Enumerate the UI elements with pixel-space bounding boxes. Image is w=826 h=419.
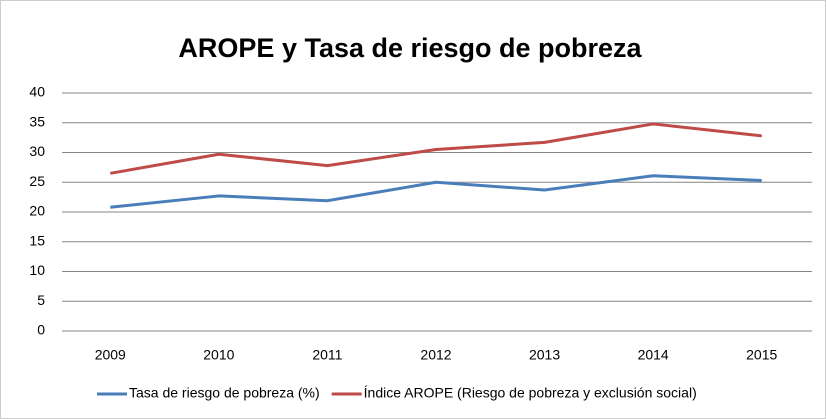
x-tick-label: 2014 xyxy=(638,347,669,363)
x-tick-label: 2010 xyxy=(203,347,234,363)
x-tick-label: 2011 xyxy=(312,347,342,363)
y-tick-label: 20 xyxy=(29,203,45,219)
series-line xyxy=(110,122,762,175)
y-tick-label: 30 xyxy=(29,143,45,159)
x-tick-label: 2015 xyxy=(746,347,777,363)
x-tick-label: 2009 xyxy=(95,347,126,363)
y-tick-label: 40 xyxy=(29,84,45,100)
y-tick-label: 5 xyxy=(37,292,45,308)
x-tick-label: 2012 xyxy=(420,347,451,363)
y-tick-label: 10 xyxy=(29,262,45,278)
y-tick-label: 15 xyxy=(29,232,45,248)
y-tick-label: 0 xyxy=(37,322,45,338)
y-tick-label: 25 xyxy=(29,173,45,189)
legend-label: Índice AROPE (Riesgo de pobreza y exclus… xyxy=(364,385,697,401)
chart-title: AROPE y Tasa de riesgo de pobreza xyxy=(178,33,642,63)
series-line xyxy=(110,174,762,209)
legend-label: Tasa de riesgo de pobreza (%) xyxy=(129,385,320,401)
x-tick-label: 2013 xyxy=(529,347,560,363)
y-tick-label: 35 xyxy=(29,113,45,129)
